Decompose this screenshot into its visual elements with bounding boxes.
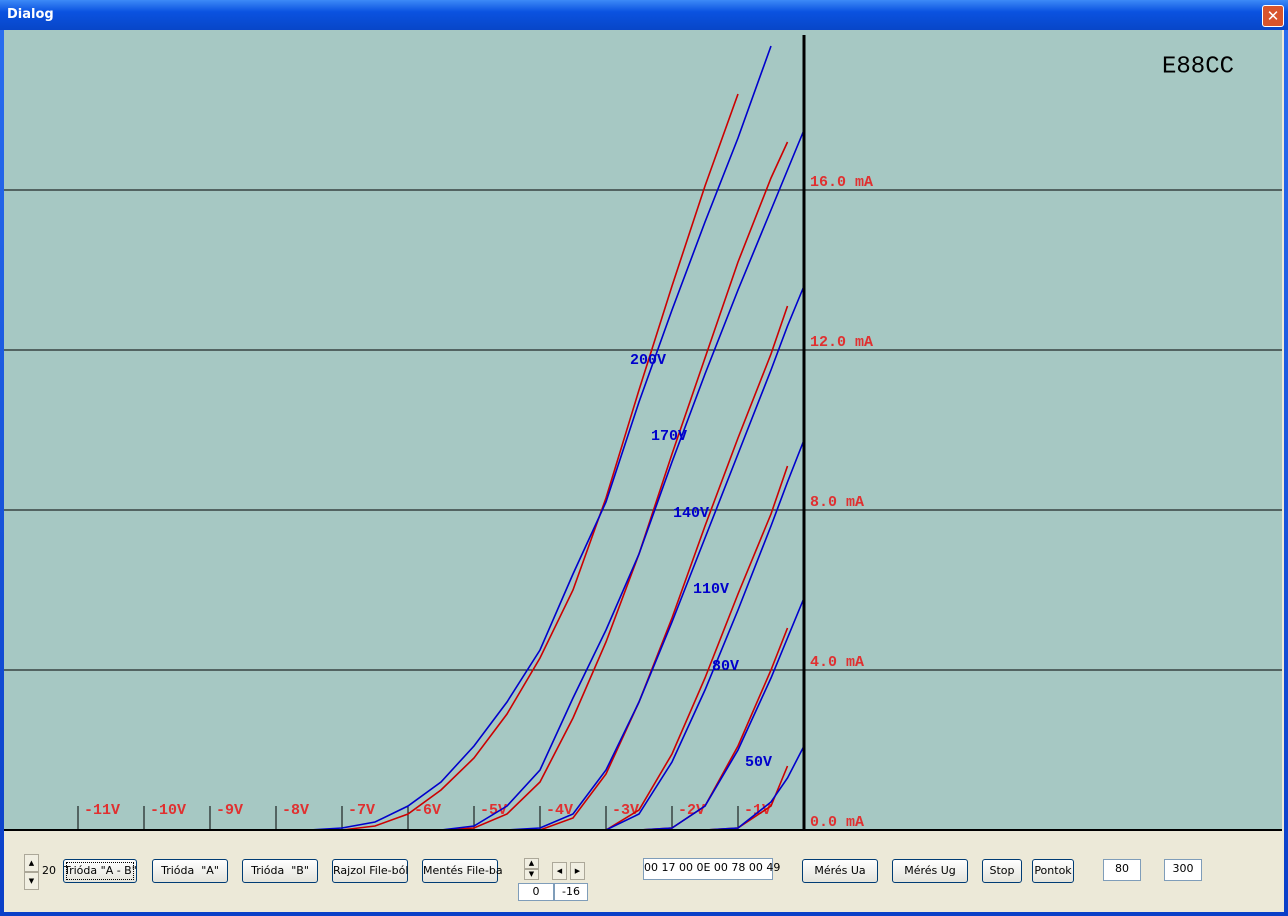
hex-field[interactable]: 00 17 00 0E 00 78 00 49	[643, 858, 780, 880]
triode-a-button[interactable]: Trióda "A"	[152, 859, 228, 883]
spin-value: 20	[42, 864, 56, 877]
spin-left[interactable]: ◀	[552, 862, 567, 880]
triode-b-button[interactable]: Trióda "B"	[242, 859, 318, 883]
field-80[interactable]: 80	[1103, 859, 1141, 881]
save-button[interactable]: Mentés File-ba	[422, 859, 503, 883]
spin-down[interactable]: ▼	[524, 869, 539, 880]
title-bar: Dialog ✕	[0, 0, 1288, 30]
stop-button[interactable]: Stop	[982, 859, 1022, 883]
dialog-body: ▲ ▼ 20 Trióda "A - B" Trióda "A" Trióda …	[4, 30, 1284, 912]
triode-ab-button[interactable]: Trióda "A - B"	[63, 859, 137, 883]
points-button[interactable]: Pontok	[1032, 859, 1074, 883]
offset-field[interactable]: 0	[518, 883, 554, 901]
spin-right[interactable]: ▶	[570, 862, 585, 880]
spin-down[interactable]: ▼	[24, 872, 39, 890]
spin-up[interactable]: ▲	[524, 858, 539, 869]
offset-field[interactable]: -16	[554, 883, 588, 901]
close-button[interactable]: ✕	[1262, 5, 1284, 27]
load-button[interactable]: Rajzol File-ból	[332, 859, 408, 883]
window-title: Dialog	[7, 7, 54, 22]
measure-ua-button[interactable]: Mérés Ua	[802, 859, 878, 883]
spin-up[interactable]: ▲	[24, 854, 39, 872]
field-300[interactable]: 300	[1164, 859, 1202, 881]
measure-ug-button[interactable]: Mérés Ug	[892, 859, 968, 883]
